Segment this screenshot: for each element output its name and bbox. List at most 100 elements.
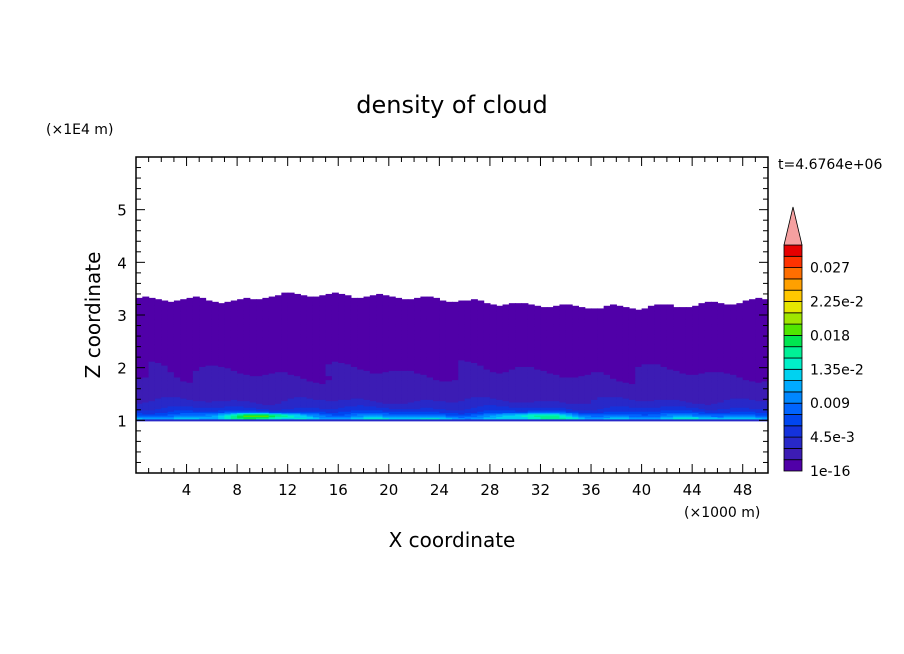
density-cell [218, 329, 226, 332]
density-cell [237, 316, 245, 319]
density-cell [458, 408, 466, 411]
density-cell [161, 304, 169, 307]
density-cell [414, 404, 421, 407]
density-cell [369, 303, 377, 306]
density-cell [445, 338, 453, 341]
density-cell [294, 401, 301, 404]
density-cell [186, 301, 194, 304]
density-cell [395, 355, 403, 358]
density-cell [350, 371, 358, 374]
density-cell [268, 415, 276, 417]
density-cell [325, 394, 333, 396]
density-cell [464, 388, 472, 391]
density-cell [369, 401, 377, 404]
density-cell [173, 382, 181, 385]
density-cell [306, 388, 314, 391]
density-cell [173, 329, 181, 332]
density-cell [464, 303, 472, 306]
density-cell [205, 397, 213, 400]
density-cell [199, 311, 207, 313]
density-cell [325, 395, 333, 398]
density-cell [142, 300, 150, 303]
density-cell [401, 372, 409, 375]
density-cell [458, 304, 466, 307]
density-cell [211, 320, 219, 323]
density-cell [357, 326, 365, 329]
density-cell [218, 363, 226, 366]
density-cell [325, 320, 333, 323]
density-cell [268, 324, 276, 327]
density-cell [180, 394, 188, 396]
density-cell [300, 325, 308, 328]
density-cell [395, 316, 403, 319]
density-cell [426, 324, 434, 327]
density-cell [464, 347, 472, 350]
density-cell [470, 407, 478, 410]
density-cell [414, 333, 421, 336]
density-cell [426, 375, 434, 378]
density-cell [325, 400, 333, 403]
density-cell [237, 388, 245, 391]
density-cell [376, 295, 384, 298]
density-cell [395, 313, 403, 316]
density-cell [363, 354, 371, 357]
density-cell [294, 390, 301, 392]
density-cell [199, 345, 207, 348]
density-cell [363, 326, 371, 329]
density-cell [173, 396, 181, 399]
density-cell [256, 351, 263, 354]
density-cell [388, 417, 396, 420]
density-cell [287, 321, 295, 324]
density-cell [344, 395, 352, 398]
density-cell [186, 400, 194, 403]
density-cell [458, 372, 466, 375]
density-cell [325, 370, 333, 373]
density-cell [464, 317, 472, 320]
density-cell [142, 311, 150, 313]
density-cell [205, 321, 213, 324]
density-cell [401, 347, 409, 350]
density-cell [452, 307, 459, 310]
density-cell [294, 349, 301, 352]
density-cell [243, 359, 251, 362]
density-cell [243, 391, 251, 394]
density-cell [300, 346, 308, 349]
density-cell [186, 362, 194, 365]
density-cell [369, 403, 377, 406]
density-cell [243, 334, 251, 337]
density-cell [458, 345, 466, 348]
density-cell [262, 334, 270, 337]
density-cell [414, 322, 421, 325]
density-cell [376, 388, 384, 391]
density-cell [300, 367, 308, 370]
density-cell [205, 347, 213, 350]
density-cell [249, 380, 257, 383]
density-cell [420, 301, 428, 304]
density-cell [401, 351, 409, 354]
density-cell [180, 367, 188, 370]
density-cell [452, 401, 459, 404]
density-cell [331, 390, 339, 392]
density-cell [382, 317, 390, 320]
density-cell [237, 303, 245, 306]
density-cell [350, 388, 358, 391]
density-cell [186, 409, 194, 412]
density-cell [382, 325, 390, 328]
density-cell [211, 342, 219, 345]
density-cell [256, 391, 263, 394]
density-cell [218, 326, 226, 329]
density-cell [452, 336, 459, 338]
density-cell [439, 392, 447, 395]
density-cell [319, 386, 327, 389]
density-cell [319, 367, 327, 370]
density-cell [338, 296, 346, 299]
density-cell [186, 387, 194, 390]
density-cell [186, 349, 194, 352]
density-cell [331, 386, 339, 389]
density-cell [300, 295, 308, 298]
density-cell [237, 367, 245, 370]
density-cell [154, 415, 162, 417]
density-cell [382, 311, 390, 313]
density-cell [388, 363, 396, 366]
density-cell [338, 338, 346, 341]
